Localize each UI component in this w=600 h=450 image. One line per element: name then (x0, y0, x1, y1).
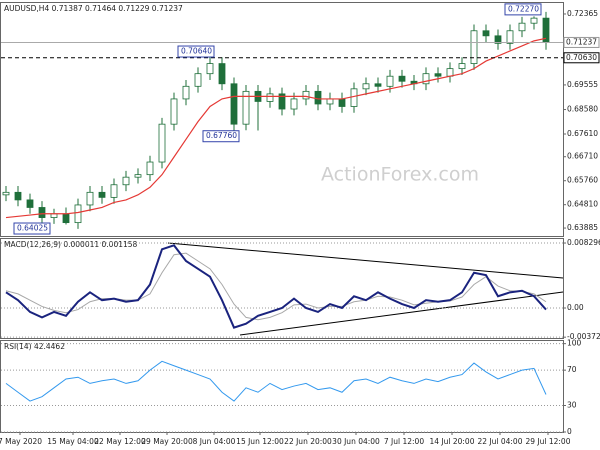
candle-body (26, 199, 34, 208)
y-tick-label: 0.68580 (567, 105, 598, 114)
candle-body (14, 191, 22, 201)
y-tick-label: 0.72365 (567, 9, 598, 18)
candle-body (314, 90, 322, 105)
candle-body (530, 17, 538, 24)
candle-body (506, 30, 514, 44)
macd-panel (0, 238, 564, 339)
trend-line (239, 291, 564, 336)
x-tick-label: 14 Jul 20:00 (430, 437, 475, 446)
candle-body (470, 30, 478, 64)
candle-body (230, 83, 238, 125)
x-tick-label: 29 May 20:00 (141, 437, 193, 446)
candle-body (122, 176, 130, 186)
candle-body (242, 90, 250, 125)
y-tick-label: 0.64810 (567, 200, 598, 209)
candle-body (146, 161, 154, 176)
x-tick-label: 8 Jun 04:00 (193, 437, 236, 446)
candle-body (218, 63, 226, 85)
candle-body (374, 83, 382, 87)
series-line (5, 244, 547, 329)
candle-body (482, 30, 490, 37)
y-tick-label: 100 (567, 339, 582, 348)
candle-body (194, 73, 202, 87)
candle-body (326, 98, 334, 105)
y-tick-label: 0.65760 (567, 176, 598, 185)
x-tick-label: 15 May 04:00 (47, 437, 99, 446)
y-tick-label: 0 (567, 427, 572, 436)
y-tick-label: 0.008296 (567, 238, 600, 247)
candle-body (494, 35, 502, 44)
candle-body (290, 98, 298, 110)
candle-body (98, 191, 106, 198)
candle-body (338, 98, 346, 107)
candle-body (422, 73, 430, 85)
series-line (5, 252, 547, 321)
candle-body (74, 204, 82, 224)
trend-line (167, 242, 564, 279)
y-tick-label: 0.66710 (567, 152, 598, 161)
series-line (5, 360, 547, 402)
x-tick-label: 22 Jul 04:00 (478, 437, 523, 446)
rsi-panel (0, 340, 564, 433)
price-label: 0.71237 (566, 37, 597, 46)
y-tick-label: 0.00 (567, 303, 584, 312)
series-line (5, 37, 547, 219)
annotation-label: 0.72270 (508, 4, 539, 13)
watermark: ActionForex.com (321, 164, 479, 186)
candle-body (86, 191, 94, 206)
y-tick-label: 0.69555 (567, 80, 598, 89)
annotation-label: 0.70640 (181, 47, 212, 56)
x-tick-label: 7 May 2020 (0, 437, 42, 446)
price-label: 0.70630 (566, 53, 597, 62)
x-tick-label: 29 Jul 12:00 (526, 437, 571, 446)
candle-body (110, 184, 118, 198)
y-tick-label: 0.63885 (567, 223, 598, 232)
candle-body (38, 207, 46, 218)
x-tick-label: 22 Jun 20:00 (284, 437, 332, 446)
price-label-box (563, 52, 600, 64)
y-tick-label: 70 (567, 365, 577, 374)
candle-body (446, 68, 454, 77)
annotation-box (202, 130, 240, 143)
annotation-label: 0.67760 (206, 131, 237, 140)
price-label-box (563, 36, 600, 48)
candle-body (386, 75, 394, 87)
x-tick-label: 15 Jun 12:00 (236, 437, 284, 446)
candle-body (434, 73, 442, 77)
candle-body (278, 93, 286, 110)
candle-body (134, 174, 142, 178)
x-tick-label: 22 May 12:00 (94, 437, 146, 446)
candle-body (398, 75, 406, 82)
x-tick-label: 30 Jun 04:00 (332, 437, 380, 446)
rsi-title: RSI(14) 42.4462 (4, 342, 65, 351)
macd-title: MACD(12,26,9) 0.000011 0.001158 (4, 240, 138, 249)
candle-body (158, 123, 166, 163)
candle-body (362, 83, 370, 90)
price-title: AUDUSD,H4 0.71387 0.71464 0.71229 0.7123… (4, 4, 183, 13)
candle-body (170, 98, 178, 125)
candle-body (458, 63, 466, 70)
candle-body (62, 213, 70, 224)
y-tick-label: 0.67610 (567, 129, 598, 138)
annotation-box (504, 3, 542, 16)
candle-body (2, 191, 10, 196)
candle-body (518, 22, 526, 32)
candle-body (206, 63, 214, 75)
y-tick-label: -0.003725 (567, 332, 600, 341)
candle-body (350, 88, 358, 107)
annotation-box (13, 222, 51, 235)
price-panel (0, 2, 564, 237)
candle-body (182, 85, 190, 100)
annotation-label: 0.64025 (17, 224, 48, 233)
y-tick-label: 30 (567, 400, 577, 409)
x-tick-label: 7 Jul 12:00 (384, 437, 424, 446)
candle-body (302, 90, 310, 100)
candle-body (266, 93, 274, 102)
annotation-box (177, 45, 215, 58)
